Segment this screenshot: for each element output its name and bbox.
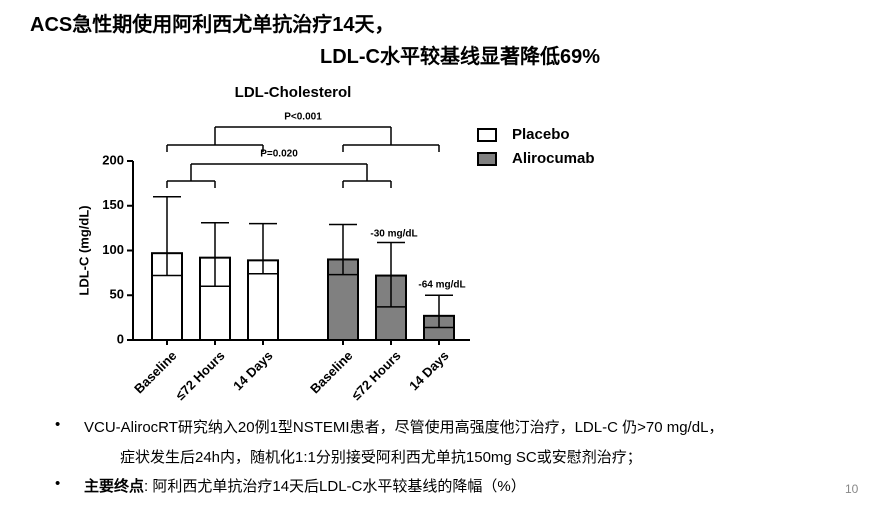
annotation: -64 mg/dL xyxy=(418,280,465,291)
page-number: 10 xyxy=(845,482,859,496)
legend-label: Alirocumab xyxy=(512,150,595,167)
comparison-label: P=0.020 xyxy=(260,149,298,160)
bullet: • xyxy=(55,416,61,433)
title-line: ACS急性期使用阿利西尤单抗治疗14天， xyxy=(30,14,395,36)
bullet-text: 症状发生后24h内，随机化1:1分别接受阿利西尤单抗150mg SC或安慰剂治疗… xyxy=(120,449,642,466)
x-tick-label: ≤72 Hours xyxy=(173,348,228,403)
y-axis-label: LDL-C (mg/dL) xyxy=(76,205,91,295)
y-tick-label: 100 xyxy=(102,242,124,257)
bullet-text: VCU-AlirocRT研究纳入20例1型NSTEMI患者，尽管使用高强度他汀治… xyxy=(84,419,724,436)
y-tick-label: 0 xyxy=(117,331,124,346)
legend-swatch xyxy=(477,128,497,142)
y-tick-label: 200 xyxy=(102,152,124,167)
x-tick-label: Baseline xyxy=(307,348,355,396)
bullet-text: 主要终点: 阿利西尤单抗治疗14天后LDL-C水平较基线的降幅（%） xyxy=(84,475,526,496)
x-tick-label: 14 Days xyxy=(230,348,275,393)
y-tick-label: 50 xyxy=(110,287,124,302)
chart-title: LDL-Cholesterol xyxy=(235,84,352,101)
annotation: -30 mg/dL xyxy=(370,229,417,240)
x-tick-label: 14 Days xyxy=(406,348,451,393)
bullet-body: : 阿利西尤单抗治疗14天后LDL-C水平较基线的降幅（%） xyxy=(144,478,526,495)
bullet: • xyxy=(55,475,61,492)
legend-label: Placebo xyxy=(512,126,570,143)
x-tick-label: ≤72 Hours xyxy=(349,348,404,403)
title-line: LDL-C水平较基线显著降低69% xyxy=(320,46,601,68)
bullet-label: 主要终点 xyxy=(84,478,145,495)
x-tick-label: Baseline xyxy=(131,348,179,396)
legend-swatch xyxy=(477,152,497,166)
comparison-label: P<0.001 xyxy=(284,112,322,123)
y-tick-label: 150 xyxy=(102,197,124,212)
